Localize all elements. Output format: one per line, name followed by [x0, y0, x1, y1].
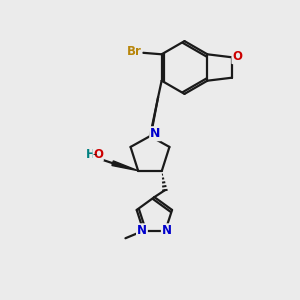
Text: O: O	[93, 148, 103, 161]
Polygon shape	[112, 161, 138, 171]
Text: -: -	[93, 149, 97, 159]
Text: H: H	[86, 148, 96, 161]
Text: Br: Br	[127, 45, 142, 58]
Text: O: O	[232, 50, 242, 63]
Text: N: N	[162, 224, 172, 237]
Text: N: N	[150, 127, 161, 140]
Text: N: N	[137, 224, 147, 237]
